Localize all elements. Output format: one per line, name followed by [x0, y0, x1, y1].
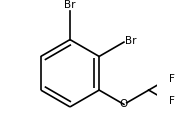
Text: Br: Br	[64, 0, 76, 10]
Text: F: F	[169, 96, 174, 107]
Text: F: F	[169, 74, 174, 84]
Text: O: O	[120, 99, 128, 109]
Text: Br: Br	[125, 36, 137, 47]
